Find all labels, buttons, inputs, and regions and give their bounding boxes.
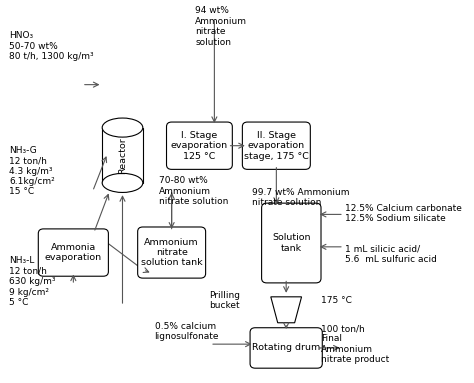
Text: Solution
tank: Solution tank bbox=[272, 233, 310, 253]
Text: 70-80 wt%
Ammonium
nitrate solution: 70-80 wt% Ammonium nitrate solution bbox=[159, 176, 228, 206]
Text: II. Stage
evaporation
stage, 175 °C: II. Stage evaporation stage, 175 °C bbox=[244, 131, 309, 160]
FancyBboxPatch shape bbox=[242, 122, 310, 169]
Ellipse shape bbox=[102, 173, 143, 192]
Text: Rotating drum: Rotating drum bbox=[252, 344, 320, 352]
Text: 1 mL silicic acid/
5.6  mL sulfuric acid: 1 mL silicic acid/ 5.6 mL sulfuric acid bbox=[345, 245, 437, 264]
Text: HNO₃
50-70 wt%
80 t/h, 1300 kg/m³: HNO₃ 50-70 wt% 80 t/h, 1300 kg/m³ bbox=[9, 31, 94, 61]
Text: Ammonium
nitrate
solution tank: Ammonium nitrate solution tank bbox=[141, 238, 202, 267]
Text: 100 ton/h
Final
Ammonium
nitrate product: 100 ton/h Final Ammonium nitrate product bbox=[321, 324, 390, 364]
Text: I. Stage
evaporation
125 °C: I. Stage evaporation 125 °C bbox=[171, 131, 228, 160]
Bar bbox=[102, 128, 143, 183]
Text: Prilling
bucket: Prilling bucket bbox=[209, 291, 240, 310]
Text: 0.5% calcium
lignosulfonate: 0.5% calcium lignosulfonate bbox=[155, 322, 219, 341]
Text: NH₃-G
12 ton/h
4.3 kg/m³
6.1kg/cm²
15 °C: NH₃-G 12 ton/h 4.3 kg/m³ 6.1kg/cm² 15 °C bbox=[9, 146, 55, 196]
Text: Ammonia
evaporation: Ammonia evaporation bbox=[45, 243, 102, 262]
FancyBboxPatch shape bbox=[166, 122, 232, 169]
FancyBboxPatch shape bbox=[38, 229, 109, 276]
Text: 94 wt%
Ammonium
nitrate
solution: 94 wt% Ammonium nitrate solution bbox=[195, 7, 247, 47]
Text: 12.5% Calcium carbonate
12.5% Sodium silicate: 12.5% Calcium carbonate 12.5% Sodium sil… bbox=[345, 204, 462, 223]
Text: 99.7 wt% Ammonium
nitrate solution: 99.7 wt% Ammonium nitrate solution bbox=[252, 188, 349, 207]
FancyBboxPatch shape bbox=[250, 328, 322, 368]
Polygon shape bbox=[271, 297, 301, 323]
Ellipse shape bbox=[102, 118, 143, 137]
FancyBboxPatch shape bbox=[262, 203, 321, 283]
Text: 175 °C: 175 °C bbox=[321, 296, 352, 305]
Text: Reactor: Reactor bbox=[118, 137, 127, 173]
Text: NH₃-L
12 ton/h
630 kg/m³
9 kg/cm²
5 °C: NH₃-L 12 ton/h 630 kg/m³ 9 kg/cm² 5 °C bbox=[9, 256, 56, 307]
FancyBboxPatch shape bbox=[137, 227, 206, 278]
